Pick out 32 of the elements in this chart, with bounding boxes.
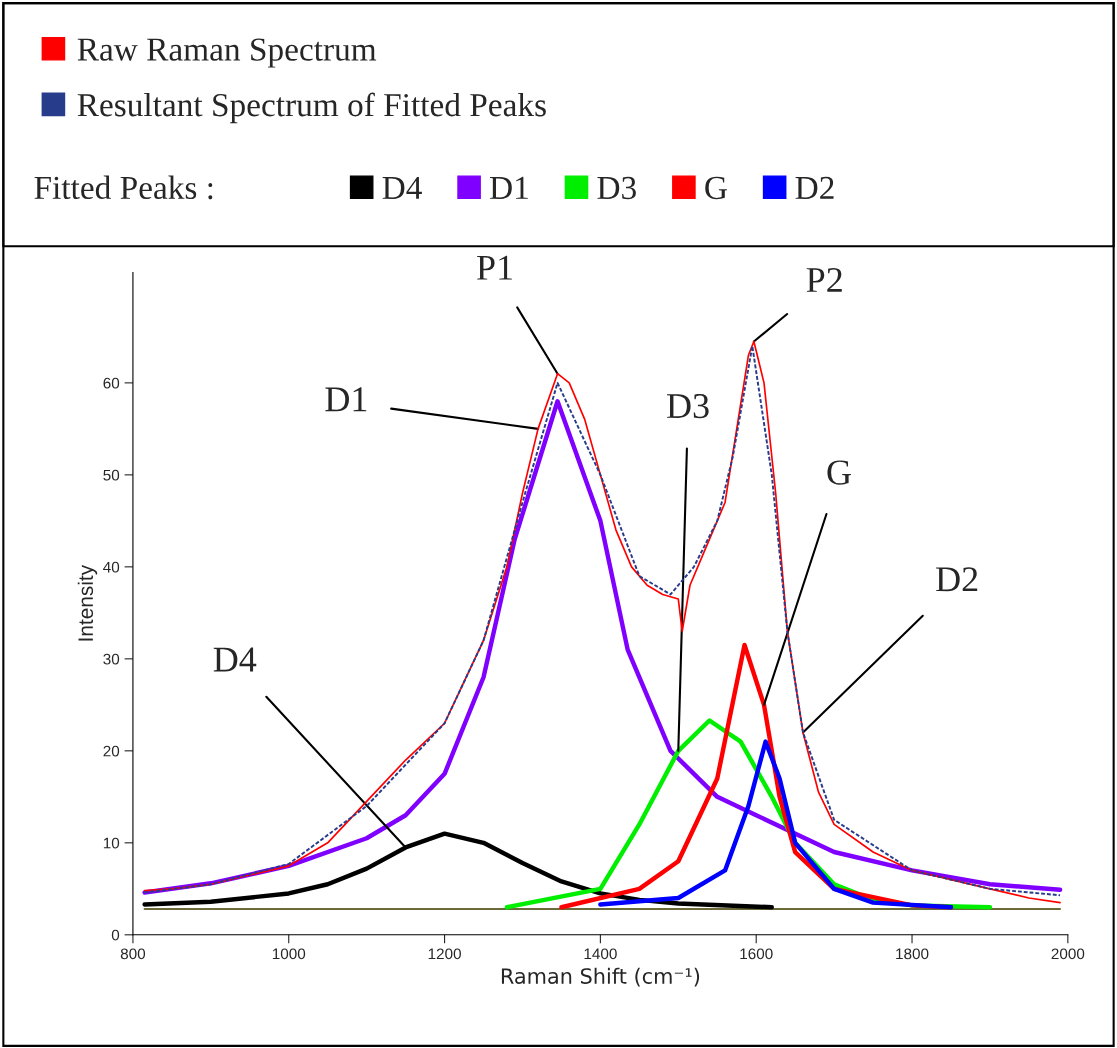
y-tick-label: 10 [103,837,120,849]
annotation: G [827,460,851,485]
y-tick-label: 50 [103,469,120,481]
legend-label: D1 [490,176,528,199]
legend-label: D4 [382,176,422,199]
legend-label: G [705,176,727,200]
y-tick-label: 60 [103,377,120,389]
y-axis-title: Intensity [77,564,98,641]
x-tick-label: 1200 [428,948,461,960]
legend-label: Resultant Spectrum of Fitted Peaks [77,92,546,124]
x-tick-label: 1600 [740,948,773,960]
annotation: P2 [806,267,842,292]
annotation: D2 [936,567,978,592]
annotation: D4 [213,647,257,672]
x-axis-title: Raman Shift (cm⁻¹) [501,967,700,987]
y-tick-label: 40 [103,561,120,573]
legend-title: Fitted Peaks : [34,175,213,200]
y-tick-label: 30 [103,653,120,665]
y-tick-label: 20 [103,745,120,757]
legend-label: Raw Raman Spectrum [77,38,377,68]
x-tick-label: 1400 [584,948,617,960]
x-tick-label: 800 [120,948,146,960]
x-tick-label: 2000 [1051,948,1085,960]
x-tick-label: 1800 [896,948,929,960]
annotation: P1 [477,255,512,280]
line-series [598,739,954,910]
y-tick-label: 0 [111,929,120,941]
annotation: D1 [325,387,367,412]
legend-label: D3 [597,176,636,200]
annotation: D3 [666,393,709,419]
legend-label: D2 [795,176,834,199]
x-tick-label: 1000 [272,948,306,960]
